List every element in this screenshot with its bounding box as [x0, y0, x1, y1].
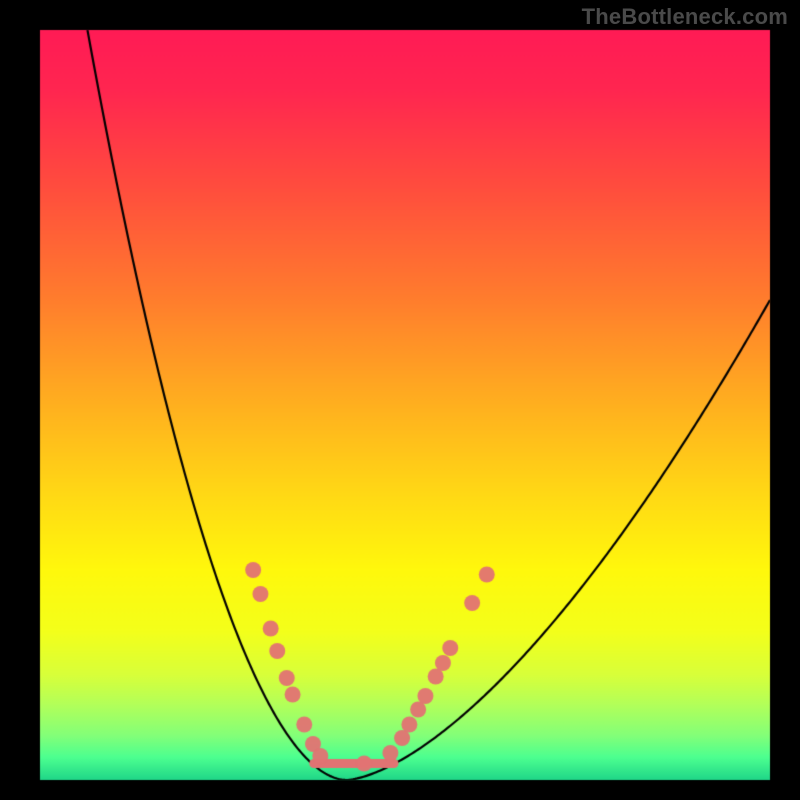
watermark-label: TheBottleneck.com: [582, 4, 788, 30]
chart-stage: TheBottleneck.com: [0, 0, 800, 800]
plot-canvas: [0, 0, 800, 800]
